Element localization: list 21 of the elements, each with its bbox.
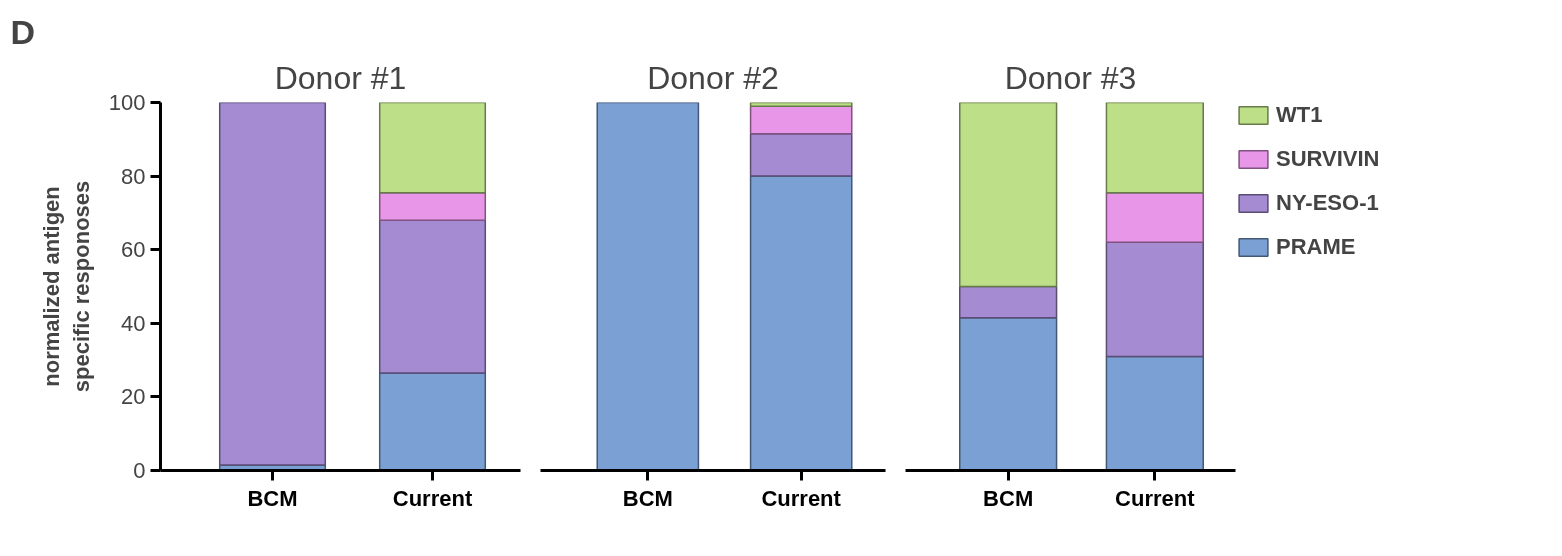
- y-tick-label: 20: [121, 384, 146, 410]
- chart-title: Donor #3: [1004, 59, 1137, 96]
- legend-label: NY-ESO-1: [1276, 190, 1379, 216]
- y-tick-label: 80: [121, 163, 146, 189]
- y-tick-label: 60: [121, 237, 146, 263]
- x-tick-label: BCM: [622, 485, 673, 511]
- y-axis-title: normalized antigen specific responoses: [38, 180, 94, 393]
- y-tick-label: 100: [108, 90, 146, 115]
- legend-label: SURVIVIN: [1276, 146, 1380, 172]
- x-tick-label: BCM: [983, 485, 1034, 511]
- text: D: [10, 12, 36, 51]
- legend-label: WT1: [1276, 102, 1323, 128]
- y-tick-label: 0: [133, 458, 146, 483]
- chart-title: Donor #2: [647, 59, 779, 96]
- x-tick-label: Current: [761, 485, 842, 511]
- x-tick-label: Current: [392, 485, 473, 511]
- chart-title: Donor #1: [274, 59, 407, 96]
- x-tick-label: Current: [1115, 485, 1196, 511]
- y-tick-label: 40: [121, 310, 146, 336]
- x-tick-label: BCM: [247, 485, 298, 511]
- legend-label: PRAME: [1276, 234, 1356, 260]
